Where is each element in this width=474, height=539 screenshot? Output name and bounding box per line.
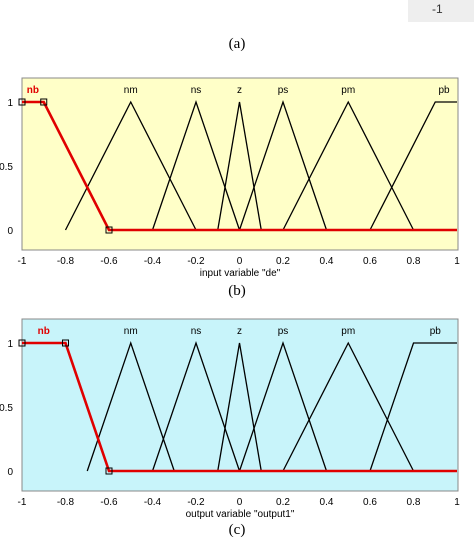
mf-handle[interactable]: [18, 339, 26, 347]
mf-label-ps: ps: [278, 326, 289, 337]
x-tick-label: 0.2: [276, 497, 290, 508]
mf-handle[interactable]: [62, 339, 69, 347]
x-tick-label: 0.2: [276, 256, 290, 267]
top-value: -1: [432, 2, 443, 16]
mf-label-pb: pb: [430, 326, 442, 337]
mf-curve-nb[interactable]: [22, 341, 457, 473]
mf-label-z: z: [237, 326, 242, 337]
x-tick-label: 0.8: [407, 256, 421, 267]
x-tick-label: 0: [237, 497, 243, 508]
mf-label-ns: ns: [191, 326, 202, 337]
y-tick-label: 0.5: [0, 403, 13, 414]
x-tick-label: 0.4: [320, 256, 334, 267]
x-tick-label: -0.2: [187, 256, 205, 267]
mf-handle[interactable]: [105, 226, 113, 234]
x-tick-label: -0.6: [100, 256, 118, 267]
caption-b: (b): [228, 283, 246, 299]
chart-input-de: 0 0.5 1 -1 -0.8 -0.6 -0.4 -0.2 0 0.2 0.4 0.6 0.8 1 inp…: [0, 77, 460, 279]
mf-label-nb: nb: [27, 85, 39, 96]
mf-label-nm: nm: [124, 85, 138, 96]
x-tick-label: 0.6: [363, 497, 377, 508]
x-tick-label: 0: [237, 256, 243, 267]
x-tick-label: 1: [454, 497, 460, 508]
x-tick-label: 0.6: [363, 256, 377, 267]
mf-label-pb: pb: [438, 85, 450, 96]
x-tick-label: -0.8: [57, 256, 75, 267]
mf-curve-ps[interactable]: [238, 340, 328, 472]
mf-curve-pb[interactable]: [369, 101, 457, 231]
x-tick-label: -0.8: [57, 497, 75, 508]
mf-curve-pm[interactable]: [282, 341, 415, 472]
x-tick-label: -0.4: [144, 256, 162, 267]
mf-curve-nm[interactable]: [86, 340, 175, 472]
x-axis-title: output variable "output1": [186, 509, 295, 520]
caption-a: (a): [228, 36, 246, 52]
mf-label-ps: ps: [278, 85, 289, 96]
x-tick-label: -0.2: [187, 497, 205, 508]
mf-label-pm: pm: [341, 326, 355, 337]
y-tick-label: 0: [7, 226, 13, 237]
y-tick-label: 1: [7, 339, 13, 350]
x-axis-title: input variable "de": [200, 268, 281, 279]
mf-label-nb: nb: [38, 326, 50, 337]
chart-output-output1: 0 0.5 1 -1 -0.8 -0.6 -0.4 -0.2 0 0.2 0.4 0.6 0.8 1 out…: [0, 318, 460, 520]
mf-label-nm: nm: [124, 326, 138, 337]
x-tick-label: -0.4: [144, 497, 162, 508]
x-tick-label: -1: [18, 497, 27, 508]
y-tick-label: 0.5: [0, 162, 13, 173]
x-tick-label: -1: [18, 256, 27, 267]
caption-c: (c): [228, 522, 246, 538]
mf-curve-pb[interactable]: [369, 342, 457, 472]
y-tick-label: 1: [7, 98, 13, 109]
mf-handle[interactable]: [40, 98, 48, 106]
mf-handle[interactable]: [105, 467, 113, 475]
x-tick-label: 1: [454, 256, 460, 267]
x-tick-label: 0.8: [407, 497, 421, 508]
mf-label-z: z: [237, 85, 242, 96]
mf-curve-ps[interactable]: [238, 99, 328, 231]
mf-handle[interactable]: [18, 98, 26, 106]
mf-label-pm: pm: [341, 85, 355, 96]
top-value-cell: -1: [408, 0, 474, 22]
mf-curve-nb[interactable]: [22, 100, 457, 232]
x-tick-label: 0.4: [320, 497, 334, 508]
mf-label-ns: ns: [191, 85, 202, 96]
x-tick-label: -0.6: [100, 497, 118, 508]
y-tick-label: 0: [7, 467, 13, 478]
